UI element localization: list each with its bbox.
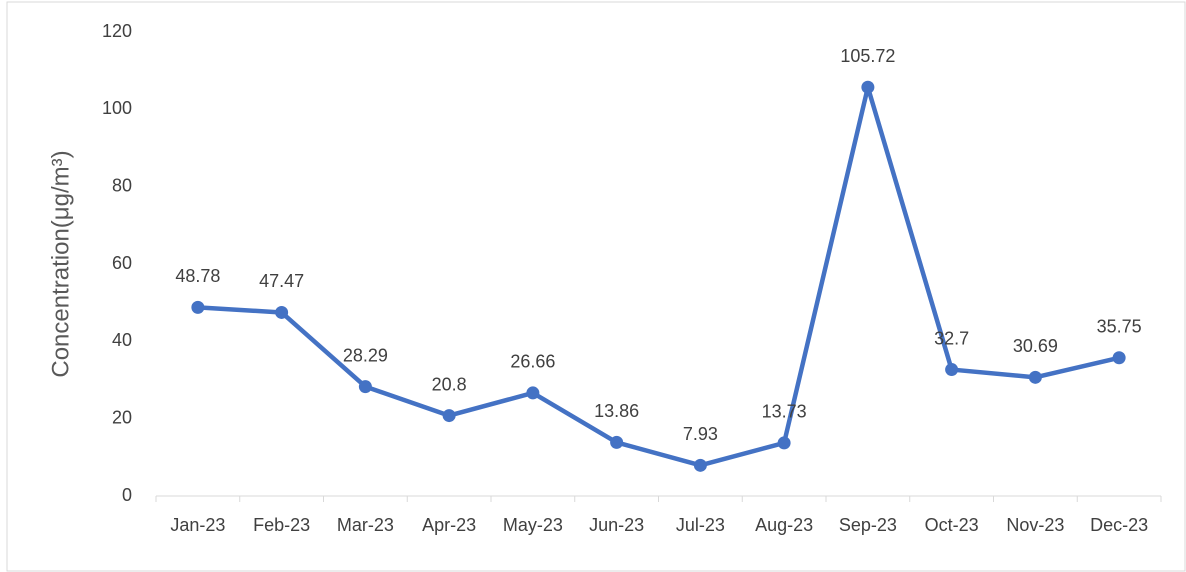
y-tick-label: 100 bbox=[102, 98, 132, 118]
x-tick-label: Dec-23 bbox=[1090, 515, 1148, 535]
marker bbox=[358, 380, 372, 394]
x-tick-label: Jun-23 bbox=[589, 515, 644, 535]
data-label: 13.73 bbox=[762, 402, 807, 422]
marker bbox=[693, 458, 707, 472]
x-tick-label: Nov-23 bbox=[1006, 515, 1064, 535]
data-label: 47.47 bbox=[259, 271, 304, 291]
marker bbox=[1028, 370, 1042, 384]
data-label: 7.93 bbox=[683, 424, 718, 444]
marker bbox=[1112, 351, 1126, 365]
data-label: 20.8 bbox=[432, 374, 467, 394]
x-tick-label: Sep-23 bbox=[839, 515, 897, 535]
marker bbox=[526, 386, 540, 400]
x-tick-label: May-23 bbox=[503, 515, 563, 535]
line bbox=[197, 84, 1120, 468]
y-tick-label: 60 bbox=[112, 253, 132, 273]
marker bbox=[442, 409, 456, 423]
x-tick-label: Jan-23 bbox=[170, 515, 225, 535]
y-tick-label: 120 bbox=[102, 21, 132, 41]
marker bbox=[777, 436, 791, 450]
y-tick-label: 0 bbox=[122, 485, 132, 505]
marker bbox=[861, 80, 875, 94]
x-tick-label: Feb-23 bbox=[253, 515, 310, 535]
marker bbox=[275, 305, 289, 319]
marker bbox=[945, 363, 959, 377]
y-tick-label: 40 bbox=[112, 330, 132, 350]
marker bbox=[191, 300, 205, 314]
data-label: 35.75 bbox=[1097, 317, 1142, 337]
x-tick-label: Aug-23 bbox=[755, 515, 813, 535]
y-tick-label: 20 bbox=[112, 407, 132, 427]
data-label: 48.78 bbox=[175, 266, 220, 286]
data-label: 30.69 bbox=[1013, 336, 1058, 356]
data-label: 32.7 bbox=[934, 328, 969, 348]
y-tick-label: 80 bbox=[112, 175, 132, 195]
data-label: 26.66 bbox=[510, 352, 555, 372]
data-label: 105.72 bbox=[840, 46, 895, 66]
x-tick-label: Mar-23 bbox=[337, 515, 394, 535]
chart-border bbox=[6, 1, 1186, 572]
data-label: 13.86 bbox=[594, 401, 639, 421]
y-axis-title: Concentration(μg/m³) bbox=[47, 150, 74, 377]
marker bbox=[610, 435, 624, 449]
data-label: 28.29 bbox=[343, 345, 388, 365]
x-tick-label: Jul-23 bbox=[676, 515, 725, 535]
x-tick-label: Apr-23 bbox=[422, 515, 476, 535]
x-tick-label: Oct-23 bbox=[925, 515, 979, 535]
